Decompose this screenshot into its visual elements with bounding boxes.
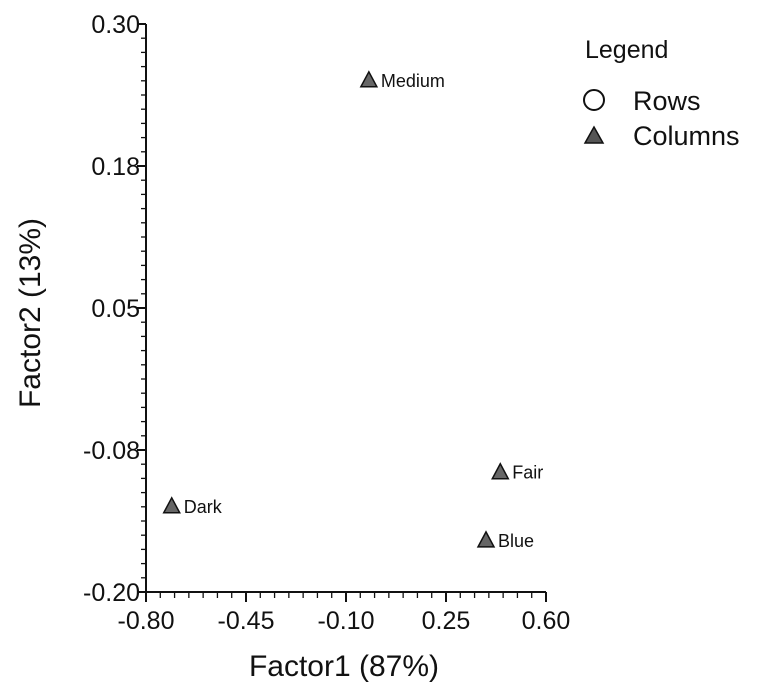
triangle-marker [476,530,496,548]
y-axis-title: Factor2 (13%) [14,218,47,408]
legend-title: Legend [585,36,668,64]
y-axis-ticks: 0.30 0.18 0.05 -0.08 -0.20 [83,11,146,607]
legend-rows-circle-icon [583,89,605,111]
x-tick-label: -0.80 [118,607,175,635]
x-axis-ticks: -0.80 -0.45 -0.10 0.25 0.60 [118,592,571,635]
x-tick-label: 0.25 [422,607,471,635]
legend-columns-triangle-icon [583,125,605,144]
point-label: Fair [512,463,543,483]
triangle-marker [359,70,379,88]
y-tick-label: 0.18 [91,153,140,181]
x-axis-title: Factor1 (87%) [249,650,439,683]
triangle-marker [162,496,181,514]
y-tick-label: -0.08 [83,437,140,465]
point-label: Medium [381,71,445,91]
legend-rows-label: Rows [633,86,701,116]
point-label: Blue [498,531,534,551]
y-tick-label: -0.20 [83,579,140,607]
x-tick-label: 0.60 [522,607,571,635]
data-points: Medium Fair Dark Blue [162,70,543,551]
x-tick-label: -0.45 [218,607,275,635]
x-tick-label: -0.10 [318,607,375,635]
triangle-marker [491,462,510,480]
legend-columns-label: Columns [633,121,740,151]
y-tick-label: 0.30 [91,11,140,39]
y-tick-label: 0.05 [91,295,140,323]
point-label: Dark [184,497,223,517]
legend: Legend Rows Columns [583,36,740,151]
